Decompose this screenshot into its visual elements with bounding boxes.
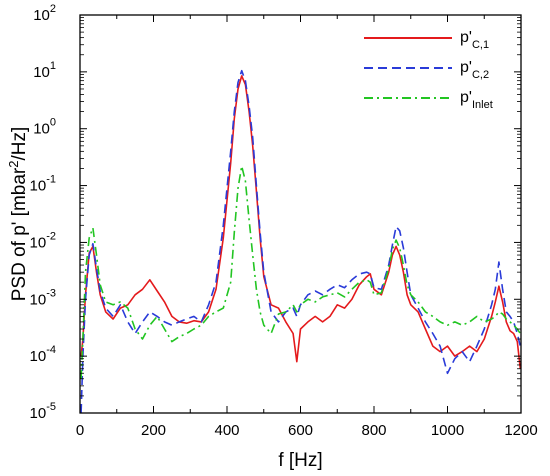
y-tick-label: 100	[33, 117, 56, 138]
legend: p'C,1 p'C,2 p'Inlet	[364, 29, 493, 111]
plot-frame	[79, 14, 522, 414]
x-tick-label: 400	[214, 422, 239, 439]
axes-frame	[79, 14, 522, 414]
x-tick-label: 0	[76, 422, 84, 439]
series-line-2	[80, 69, 521, 413]
y-tick-label: 101	[33, 60, 56, 81]
x-tick-label: 800	[361, 422, 386, 439]
y-axis-title: PSD of p' [mbar2/Hz]	[6, 127, 30, 302]
series-line-1	[80, 75, 521, 369]
y-tick-label: 10-4	[30, 344, 56, 365]
x-axis-title: f [Hz]	[278, 450, 322, 471]
y-tick-label: 10-1	[30, 174, 56, 195]
x-tick-label: 200	[141, 422, 166, 439]
legend-label-3: p'Inlet	[460, 89, 493, 111]
x-tick-label: 1200	[504, 422, 537, 439]
series-line-3	[80, 165, 521, 379]
y-tick-label: 102	[33, 3, 56, 24]
x-tick-label: 1000	[431, 422, 464, 439]
y-tick-label: 10-2	[30, 230, 56, 251]
legend-label-2: p'C,2	[460, 59, 489, 81]
y-tick-label: 10-5	[30, 401, 56, 422]
y-tick-label: 10-3	[30, 287, 56, 308]
series-layer	[80, 69, 521, 413]
x-tick-label: 600	[288, 422, 313, 439]
tick-layer: 0 200 400 600 800 1000 1200 10-5 10-4 10-3 10-2 10-…	[30, 3, 538, 439]
legend-label-1: p'C,1	[460, 29, 489, 51]
